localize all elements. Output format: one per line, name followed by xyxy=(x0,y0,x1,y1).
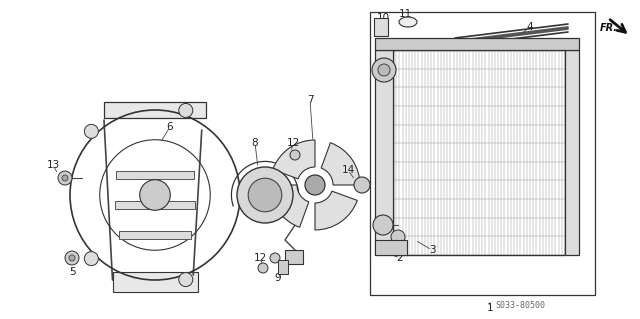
Bar xyxy=(375,240,407,255)
Bar xyxy=(104,102,206,118)
Bar xyxy=(247,183,283,207)
Circle shape xyxy=(237,167,293,223)
Circle shape xyxy=(372,58,396,82)
Bar xyxy=(113,272,198,292)
Circle shape xyxy=(248,178,282,212)
Circle shape xyxy=(290,150,300,160)
Text: 13: 13 xyxy=(46,160,60,170)
Bar xyxy=(393,50,565,255)
Circle shape xyxy=(140,180,170,210)
Bar xyxy=(285,250,303,264)
Bar xyxy=(116,171,195,179)
Ellipse shape xyxy=(399,17,417,27)
Bar xyxy=(565,50,579,255)
Circle shape xyxy=(305,175,325,195)
Text: 1: 1 xyxy=(486,303,493,313)
Text: 3: 3 xyxy=(429,245,435,255)
Circle shape xyxy=(354,177,370,193)
Text: 12: 12 xyxy=(253,253,267,263)
Bar xyxy=(120,231,191,239)
Text: 11: 11 xyxy=(398,9,412,19)
Text: 2: 2 xyxy=(397,253,403,263)
Circle shape xyxy=(69,255,75,261)
Wedge shape xyxy=(273,140,315,179)
Text: 10: 10 xyxy=(376,13,390,23)
Bar xyxy=(375,38,579,50)
Text: 9: 9 xyxy=(275,273,282,283)
Bar xyxy=(375,50,393,255)
Wedge shape xyxy=(270,185,309,227)
Text: 6: 6 xyxy=(166,122,173,132)
Text: FR.: FR. xyxy=(600,23,618,33)
Bar xyxy=(115,201,195,209)
Circle shape xyxy=(65,251,79,265)
Bar xyxy=(278,260,288,274)
Text: 7: 7 xyxy=(307,95,314,105)
Circle shape xyxy=(373,215,393,235)
Text: 12: 12 xyxy=(286,138,300,148)
Wedge shape xyxy=(315,191,357,230)
Circle shape xyxy=(58,171,72,185)
Circle shape xyxy=(378,64,390,76)
Bar xyxy=(370,12,595,295)
Text: 4: 4 xyxy=(527,22,533,32)
Circle shape xyxy=(270,253,280,263)
Bar xyxy=(374,18,388,36)
Text: 14: 14 xyxy=(341,165,355,175)
Circle shape xyxy=(179,103,193,117)
Circle shape xyxy=(391,230,405,244)
Circle shape xyxy=(62,175,68,181)
Wedge shape xyxy=(321,143,360,185)
Text: 5: 5 xyxy=(68,267,76,277)
Circle shape xyxy=(84,124,99,138)
Text: 8: 8 xyxy=(252,138,259,148)
Circle shape xyxy=(84,252,99,266)
Circle shape xyxy=(179,272,193,286)
Text: S033-80500: S033-80500 xyxy=(495,300,545,309)
Circle shape xyxy=(258,263,268,273)
